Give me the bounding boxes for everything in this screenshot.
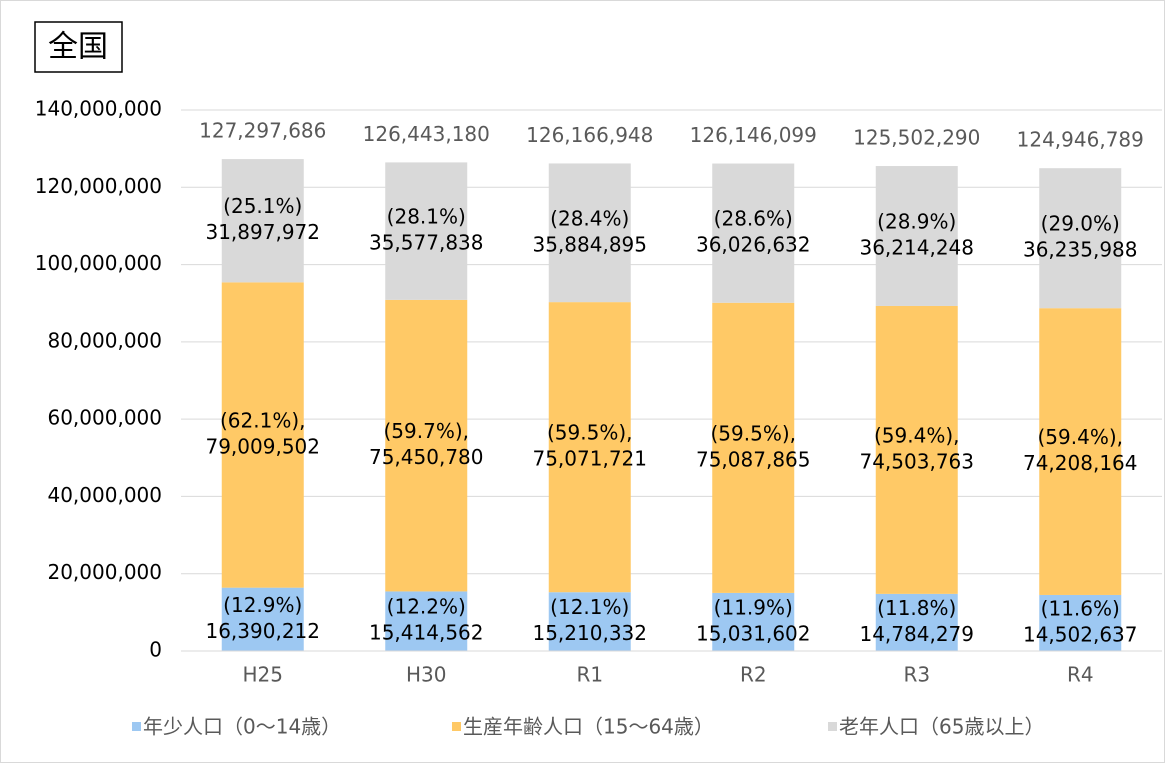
data-label: 36,235,988: [1023, 238, 1138, 262]
total-label: 126,443,180: [363, 122, 490, 146]
legend-swatch: [132, 722, 141, 731]
total-label: 127,297,686: [199, 119, 326, 143]
bar-segment: [1039, 168, 1122, 309]
y-tick-label: 20,000,000: [47, 560, 162, 584]
bar-segment: [385, 299, 468, 592]
y-tick-label: 100,000,000: [35, 251, 162, 275]
share-label: (12.9%): [223, 593, 302, 617]
data-label: 79,009,502: [205, 435, 320, 459]
bar-segment: [548, 592, 631, 651]
data-label: 75,087,865: [696, 447, 811, 471]
share-label: (28.6%): [714, 207, 793, 231]
share-label: (59.7%),: [384, 419, 470, 443]
data-label: 14,502,637: [1023, 622, 1138, 646]
legend-label: 年少人口（0～14歳）: [143, 715, 341, 739]
share-label: (12.2%): [387, 595, 466, 619]
share-label: (28.9%): [877, 209, 956, 233]
bar-segment: [221, 587, 304, 651]
data-label: 14,784,279: [859, 622, 974, 646]
data-label: 16,390,212: [205, 619, 320, 643]
data-label: 31,897,972: [205, 220, 320, 244]
bar-segment: [221, 282, 304, 588]
share-label: (11.6%): [1041, 596, 1120, 620]
x-tick-label: H25: [243, 663, 284, 687]
legend-swatch: [828, 722, 837, 731]
y-tick-label: 40,000,000: [47, 483, 162, 507]
bar-segment: [1039, 594, 1122, 651]
title-box: [34, 21, 123, 73]
data-label: 74,503,763: [859, 449, 974, 473]
data-label: 15,210,332: [532, 621, 647, 645]
x-tick-label: R3: [903, 663, 930, 687]
data-label: 36,214,248: [859, 235, 974, 259]
bar-segment: [385, 591, 468, 651]
share-label: (59.5%),: [711, 421, 797, 445]
bar-segment: [712, 302, 795, 593]
y-tick-label: 120,000,000: [35, 174, 162, 198]
share-label: (28.4%): [550, 206, 629, 230]
y-tick-label: 0: [149, 638, 162, 662]
x-tick-label: R2: [740, 663, 767, 687]
data-label: 35,884,895: [532, 232, 647, 256]
data-label: 15,031,602: [696, 621, 811, 645]
bar-segment: [1039, 308, 1122, 595]
share-label: (29.0%): [1041, 212, 1120, 236]
share-label: (59.4%),: [874, 423, 960, 447]
x-tick-label: R4: [1067, 663, 1094, 687]
total-label: 125,502,290: [853, 126, 980, 150]
chart-title: 全国: [48, 30, 108, 65]
share-label: (28.1%): [387, 205, 466, 229]
share-label: (11.8%): [877, 596, 956, 620]
data-label: 75,071,721: [532, 447, 647, 471]
share-label: (11.9%): [714, 595, 793, 619]
legend-label: 老年人口（65歳以上）: [839, 715, 1044, 739]
bar-segment: [712, 592, 795, 651]
share-label: (59.5%),: [547, 421, 633, 445]
bar-segment: [712, 163, 795, 303]
legend-swatch: [452, 722, 461, 731]
share-label: (62.1%),: [220, 409, 306, 433]
bar-segment: [385, 162, 468, 300]
total-label: 126,166,948: [526, 123, 653, 147]
total-label: 126,146,099: [690, 123, 817, 147]
share-label: (25.1%): [223, 194, 302, 218]
y-tick-label: 60,000,000: [47, 406, 162, 430]
bar-segment: [875, 166, 958, 306]
x-tick-label: H30: [406, 663, 447, 687]
y-tick-label: 80,000,000: [47, 328, 162, 352]
bar-segment: [221, 159, 304, 283]
bar-segment: [548, 302, 631, 593]
bar-segment: [875, 593, 958, 651]
y-tick-label: 140,000,000: [35, 97, 162, 121]
data-label: 35,577,838: [369, 231, 484, 255]
data-label: 15,414,562: [369, 621, 484, 645]
bar-segment: [548, 163, 631, 303]
bar-segment: [875, 305, 958, 594]
share-label: (59.4%),: [1038, 425, 1124, 449]
data-label: 74,208,164: [1023, 451, 1138, 475]
x-tick-label: R1: [576, 663, 603, 687]
legend-label: 生産年齢人口（15～64歳）: [463, 715, 714, 739]
data-label: 75,450,780: [369, 445, 484, 469]
data-label: 36,026,632: [696, 233, 811, 257]
share-label: (12.1%): [550, 595, 629, 619]
total-label: 124,946,789: [1017, 128, 1144, 152]
